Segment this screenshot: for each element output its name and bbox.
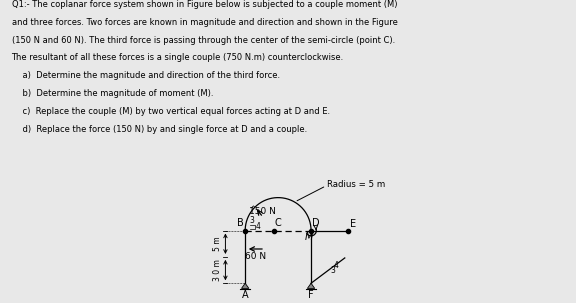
Text: a)  Determine the magnitude and direction of the third force.: a) Determine the magnitude and direction… (12, 71, 279, 80)
Text: C: C (275, 218, 282, 228)
Text: (150 N and 60 N). The third force is passing through the center of the semi-circ: (150 N and 60 N). The third force is pas… (12, 36, 395, 45)
Text: B: B (237, 218, 244, 228)
Text: 4: 4 (334, 261, 338, 270)
Text: 3 0 m: 3 0 m (213, 259, 222, 281)
Text: c)  Replace the couple (M) by two vertical equal forces acting at D and E.: c) Replace the couple (M) by two vertica… (12, 107, 329, 116)
Text: E: E (350, 219, 355, 229)
Text: A: A (242, 291, 248, 301)
Text: 3: 3 (250, 216, 255, 225)
Text: and three forces. Two forces are known in magnitude and direction and shown in t: and three forces. Two forces are known i… (12, 18, 397, 27)
Text: 3: 3 (330, 266, 335, 275)
Text: b)  Determine the magnitude of moment (M).: b) Determine the magnitude of moment (M)… (12, 89, 213, 98)
Text: 150 N: 150 N (249, 207, 276, 216)
Text: 5 m: 5 m (213, 236, 222, 251)
Text: 4: 4 (255, 222, 260, 231)
Text: Q1:- The coplanar force system shown in Figure below is subjected to a couple mo: Q1:- The coplanar force system shown in … (12, 0, 397, 9)
Text: F: F (308, 291, 314, 301)
Text: M: M (305, 232, 313, 242)
Text: Radius = 5 m: Radius = 5 m (327, 180, 385, 189)
Polygon shape (241, 283, 249, 288)
Polygon shape (308, 283, 314, 288)
Text: D: D (312, 218, 320, 228)
Text: 60 N: 60 N (245, 252, 266, 261)
Text: The resultant of all these forces is a single couple (750 N.m) counterclockwise.: The resultant of all these forces is a s… (12, 53, 344, 62)
Text: d)  Replace the force (150 N) by and single force at D and a couple.: d) Replace the force (150 N) by and sing… (12, 125, 307, 134)
